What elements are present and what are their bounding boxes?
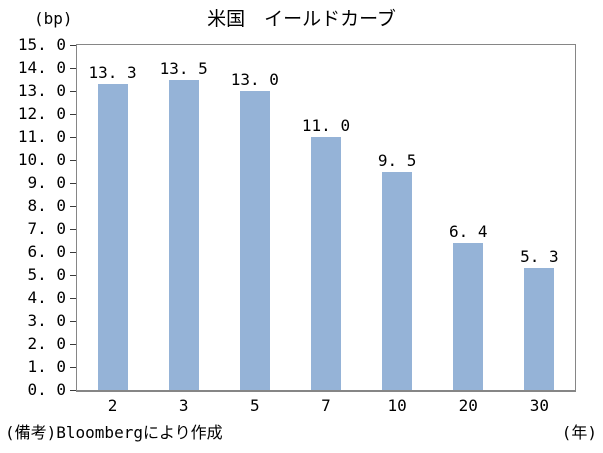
- chart-title: 米国 イールドカーブ: [207, 9, 396, 30]
- bar: [97, 84, 128, 390]
- bar: [239, 91, 270, 390]
- x-axis-category-label: 5: [250, 396, 260, 415]
- bar-value-label: 13. 0: [230, 70, 279, 89]
- y-axis-tick: [70, 320, 77, 322]
- y-axis-tick: [70, 205, 77, 207]
- y-axis-tick-label: 0. 0: [27, 380, 66, 399]
- y-axis-tick: [70, 182, 77, 184]
- bar-value-label: 13. 3: [88, 63, 137, 83]
- y-axis-tick-label: 5. 0: [27, 265, 66, 284]
- y-axis-tick-label: 11. 0: [17, 127, 66, 146]
- bar-value-label: 5. 3: [520, 247, 559, 267]
- x-axis-unit-label: (年): [561, 423, 597, 442]
- bar: [382, 171, 413, 390]
- y-axis-tick: [70, 297, 77, 299]
- y-axis-tick: [70, 366, 77, 368]
- y-axis-tick-label: 2. 0: [27, 334, 66, 353]
- bar-value-label: 13. 5: [159, 58, 208, 78]
- y-axis-tick-label: 14. 0: [17, 58, 66, 77]
- x-axis-category-label: 30: [529, 396, 550, 415]
- y-axis-tick-label: 8. 0: [27, 196, 66, 215]
- x-axis-category-label: 3: [178, 396, 189, 415]
- x-axis-category-label: 7: [321, 396, 331, 415]
- plot-area: 13. 3 13. 5 13. 0 11. 0 9. 5 6. 4 5. 3: [76, 44, 576, 392]
- x-axis-category-label: 20: [458, 396, 478, 415]
- y-axis-tick-label: 4. 0: [27, 288, 66, 307]
- source-note: (備考)Bloombergにより作成: [5, 423, 223, 442]
- x-axis-category-label: 2: [107, 396, 118, 415]
- bar: [524, 268, 555, 390]
- y-axis-tick-label: 1. 0: [27, 357, 66, 376]
- bar-value-label: 9. 5: [377, 150, 417, 170]
- x-axis: 2 3 5 7 10 20 30: [77, 396, 575, 418]
- y-axis-tick: [70, 228, 77, 230]
- y-axis-tick: [70, 44, 77, 46]
- y-axis-tick-label: 10. 0: [17, 150, 66, 169]
- y-axis-tick-label: 7. 0: [27, 219, 66, 238]
- y-axis-tick-label: 12. 0: [17, 104, 66, 123]
- bar-value-label: 6. 4: [449, 221, 488, 241]
- y-axis-tick: [70, 113, 77, 115]
- y-axis-tick: [70, 159, 77, 161]
- bar: [453, 242, 484, 390]
- y-axis-tick-label: 6. 0: [27, 242, 66, 261]
- bar: [311, 137, 341, 390]
- bar: [168, 79, 199, 390]
- y-axis-unit-label: (bp): [34, 9, 73, 28]
- y-axis-tick: [70, 343, 77, 345]
- y-axis-tick-label: 3. 0: [27, 311, 66, 330]
- y-axis-tick-label: 9. 0: [27, 173, 66, 192]
- y-axis-tick: [70, 67, 77, 69]
- bar-value-label: 11. 0: [301, 116, 351, 135]
- y-axis-tick: [70, 136, 77, 138]
- x-axis-category-label: 10: [387, 396, 407, 415]
- y-axis-tick: [70, 90, 77, 92]
- y-axis-tick-label: 13. 0: [17, 81, 66, 100]
- y-axis-tick: [70, 274, 77, 276]
- y-axis-tick: [70, 389, 77, 391]
- y-axis-tick-label: 15. 0: [17, 35, 66, 54]
- y-axis-tick: [70, 251, 77, 253]
